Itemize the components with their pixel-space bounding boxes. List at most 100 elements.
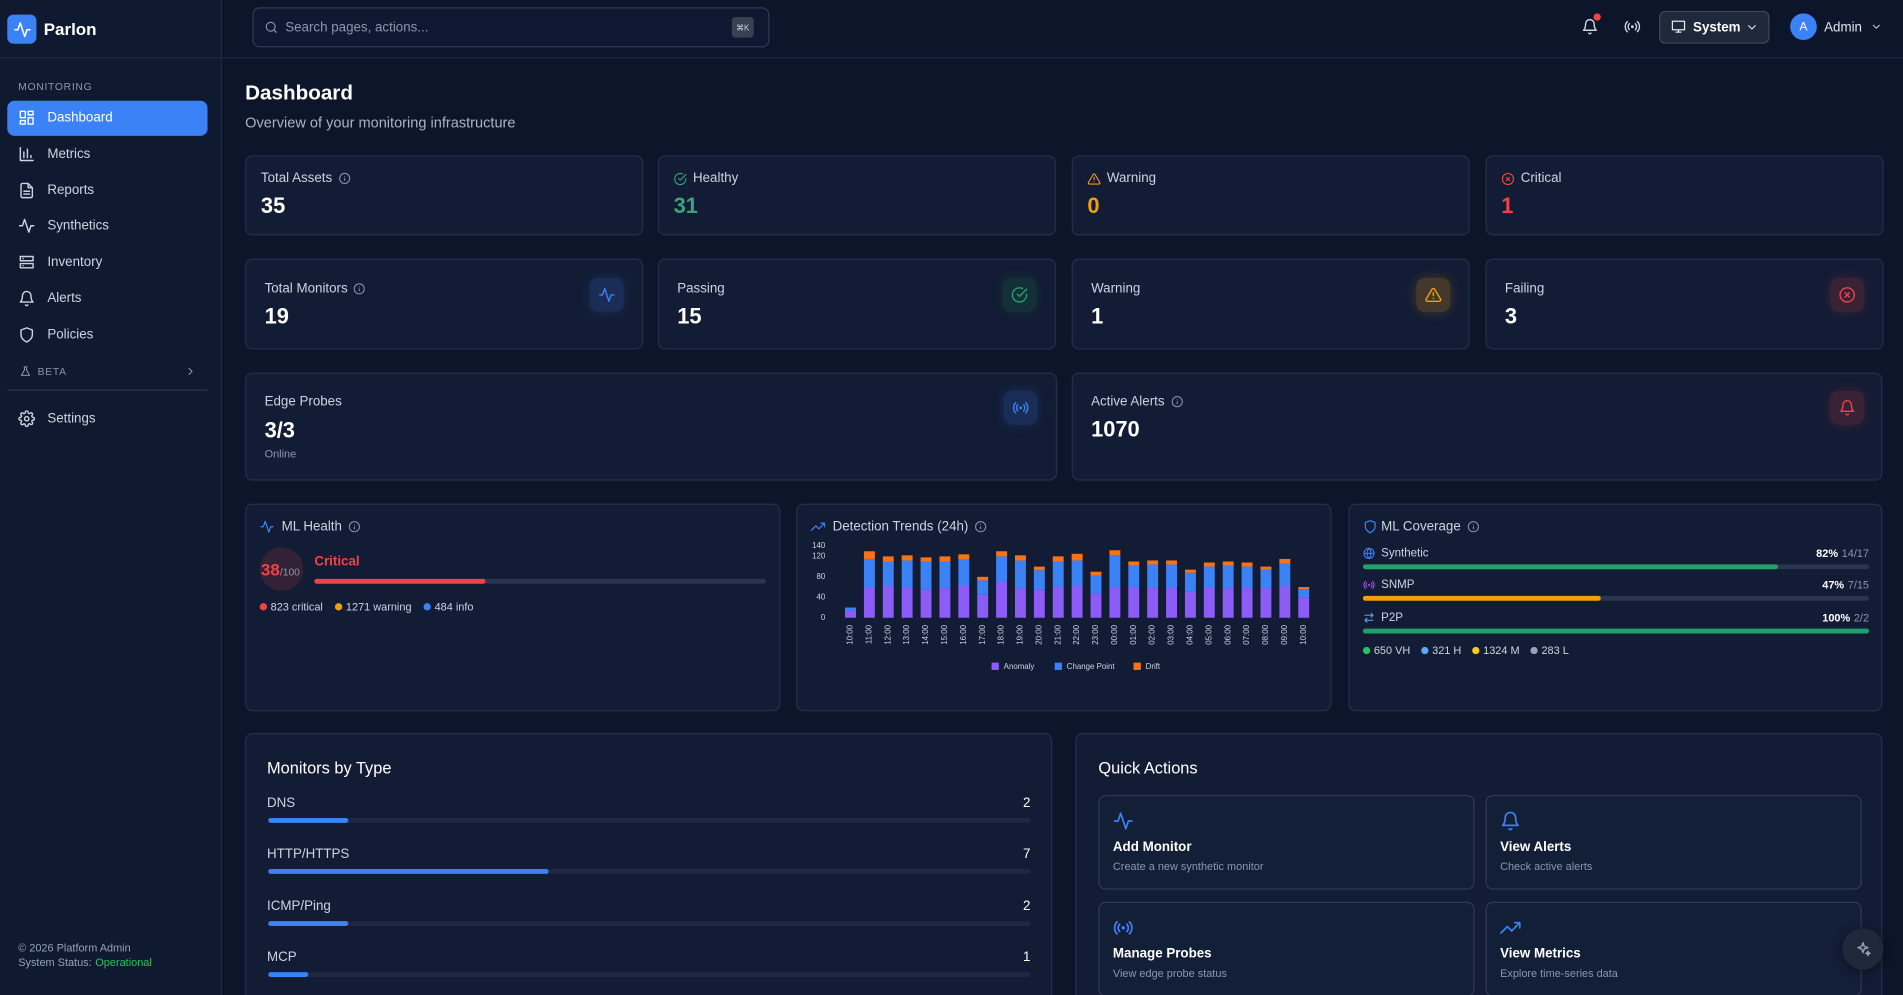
legend-item: 1324 M (1472, 644, 1520, 657)
bar-segment (1109, 550, 1121, 556)
stat-icon-path (599, 287, 615, 302)
stat-icon-box (1002, 277, 1037, 312)
coverage-legend: 650 VH 321 H 1324 M 283 L (1362, 644, 1569, 657)
coverage-item-icon (1363, 581, 1375, 590)
ml-health-icon-path (260, 520, 274, 533)
nav-item[interactable] (7, 100, 208, 136)
bar-segment (1166, 564, 1177, 588)
bar-segment (1090, 571, 1102, 576)
bar-segment (1260, 569, 1272, 589)
nav-icon (20, 326, 34, 343)
shortcut-key: ⌘K (731, 16, 754, 38)
coverage-count: 7/15 (1847, 579, 1870, 592)
y-tick-label: 120 (812, 551, 826, 560)
nav-icon (19, 110, 34, 125)
coverage-count: 14/17 (1841, 547, 1870, 560)
bar-segment (1147, 588, 1159, 618)
info-icon (975, 521, 986, 533)
nav-item[interactable] (7, 281, 207, 316)
type-track (268, 869, 1031, 875)
beta-icon-path (20, 365, 31, 376)
action-tile[interactable] (1098, 794, 1475, 890)
theme-button[interactable] (1659, 10, 1770, 44)
action-icon-path (1113, 812, 1133, 830)
legend-label: Anomaly (1004, 662, 1035, 671)
coverage-bar (1362, 596, 1601, 602)
bar-segment (977, 580, 989, 595)
bar-segment (958, 554, 970, 560)
x-tick-label: 22:00 (1072, 624, 1081, 644)
bar-segment (920, 561, 932, 590)
info-icon-path (354, 283, 366, 295)
nav-icon-path (19, 110, 34, 125)
stat-label: Active Alerts (1091, 394, 1183, 409)
coverage-percent: 100% (1822, 611, 1851, 624)
bar-segment (1222, 565, 1234, 589)
card-title-text: ML Health (281, 519, 342, 535)
nav-item[interactable] (7, 172, 207, 207)
nav-item[interactable] (7, 136, 207, 171)
search-box[interactable] (252, 7, 770, 48)
stat-label: Failing (1505, 282, 1544, 297)
score-bar (314, 578, 486, 584)
bar-segment (1014, 555, 1026, 561)
stat-label: Critical (1501, 171, 1562, 186)
ml-health-card (245, 503, 781, 712)
stat-icon-path (1840, 400, 1855, 416)
bar-segment (1147, 560, 1159, 565)
card-heading: Monitors by Type (267, 759, 392, 778)
legend-label: Drift (1146, 662, 1161, 671)
action-icon-path (1501, 811, 1519, 831)
nav-label[interactable]: Settings (47, 411, 96, 426)
bar-segment (845, 610, 856, 618)
type-name: DNS (267, 796, 296, 811)
action-tile[interactable] (1485, 901, 1862, 995)
x-tick-label: 13:00 (902, 624, 911, 644)
avatar[interactable]: A (1790, 13, 1817, 41)
user-name: Admin (1824, 20, 1862, 35)
x-tick-label: 23:00 (1091, 624, 1100, 644)
stat-icon-path (1501, 172, 1514, 185)
header-divider (222, 57, 1903, 59)
stat-label-text: Total Monitors (264, 281, 348, 297)
beta-label[interactable]: BETA (37, 365, 67, 378)
bar-segment (1241, 587, 1253, 618)
nav-item[interactable] (7, 245, 207, 280)
logo-icon-path (13, 21, 31, 37)
nav-section: MONITORING (18, 80, 93, 93)
user-chevron (1872, 24, 1880, 29)
type-count: 7 (1022, 847, 1031, 863)
nav-item[interactable] (7, 317, 207, 352)
coverage-icon-path (1364, 520, 1376, 534)
coverage-item-icon-path (1363, 581, 1375, 590)
theme-chevron (1748, 25, 1756, 30)
search-icon (265, 21, 277, 33)
brand: Parlon (43, 19, 97, 39)
stat-note: Online (264, 447, 297, 460)
action-tile[interactable] (1098, 901, 1475, 995)
action-title: View Alerts (1500, 839, 1572, 855)
score-ring (259, 547, 304, 592)
action-tile[interactable] (1485, 794, 1862, 890)
beta-chevron-path (188, 367, 193, 375)
coverage-figures: 82% 14/17 (1816, 547, 1869, 559)
nav-label: Synthetics (47, 218, 109, 234)
stat-icon-box (1830, 277, 1865, 312)
action-icon (1501, 811, 1519, 831)
bar-segment (901, 555, 913, 561)
bar-segment (1071, 553, 1083, 561)
bar-segment (1184, 591, 1196, 618)
info-icon (354, 283, 366, 295)
x-tick-label: 09:00 (1280, 624, 1289, 644)
x-tick-label: 02:00 (1148, 624, 1157, 644)
coverage-count: 2/2 (1853, 611, 1870, 624)
score: 38/100 (261, 559, 300, 578)
legend-label: Change Point (1067, 662, 1116, 671)
bar-segment (1033, 589, 1045, 618)
legend-item: 1271 warning (335, 601, 412, 613)
assistant-button[interactable] (1842, 928, 1884, 970)
legend-item: 650 VH (1362, 644, 1410, 657)
search-icon-path (265, 21, 277, 33)
bar-segment (1279, 563, 1291, 587)
bar-segment (863, 558, 875, 588)
